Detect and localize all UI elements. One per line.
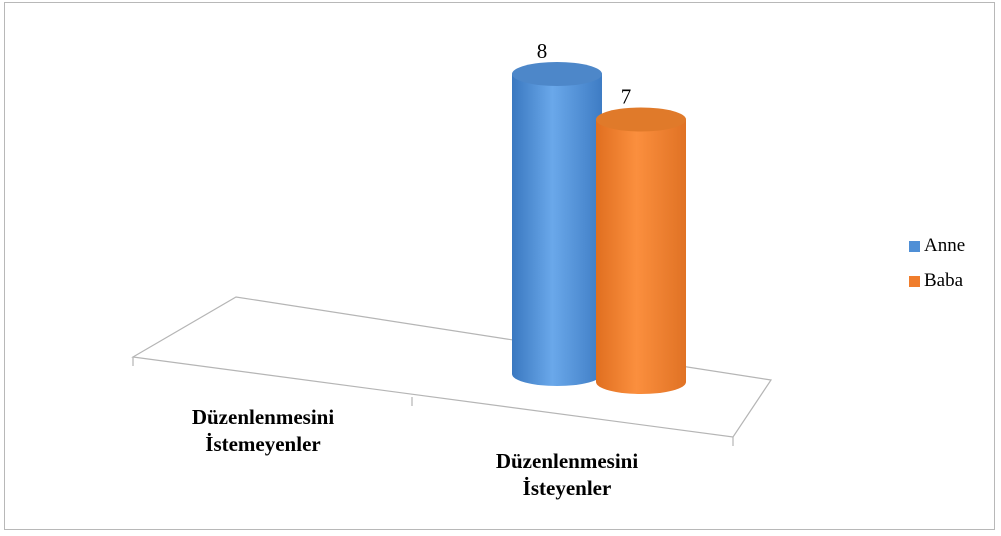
legend-swatch-anne: [909, 240, 920, 252]
bar-anne-body: [512, 74, 602, 386]
bar-anne-top: [512, 62, 602, 86]
bar-baba-body: [596, 119, 686, 394]
bars-layer: 87: [512, 39, 686, 394]
category-label-isteyenler: Düzenlenmesini İsteyenler: [495, 449, 639, 500]
legend-swatch-baba: [909, 275, 920, 287]
category-label-istemeyenler: Düzenlenmesini İstemeyenler: [191, 405, 335, 456]
bar-baba-top: [596, 107, 686, 132]
legend-item-anne: Anne: [909, 232, 965, 260]
chart-area: [4, 2, 995, 530]
legend-item-baba: Baba: [909, 267, 965, 295]
data-label-baba: 7: [621, 85, 632, 109]
legend-label-baba: Baba: [924, 270, 964, 291]
legend: Anne Baba: [909, 232, 965, 302]
chart-floor: [131, 296, 773, 438]
legend-label-anne: Anne: [924, 235, 966, 256]
data-label-anne: 8: [537, 39, 548, 63]
